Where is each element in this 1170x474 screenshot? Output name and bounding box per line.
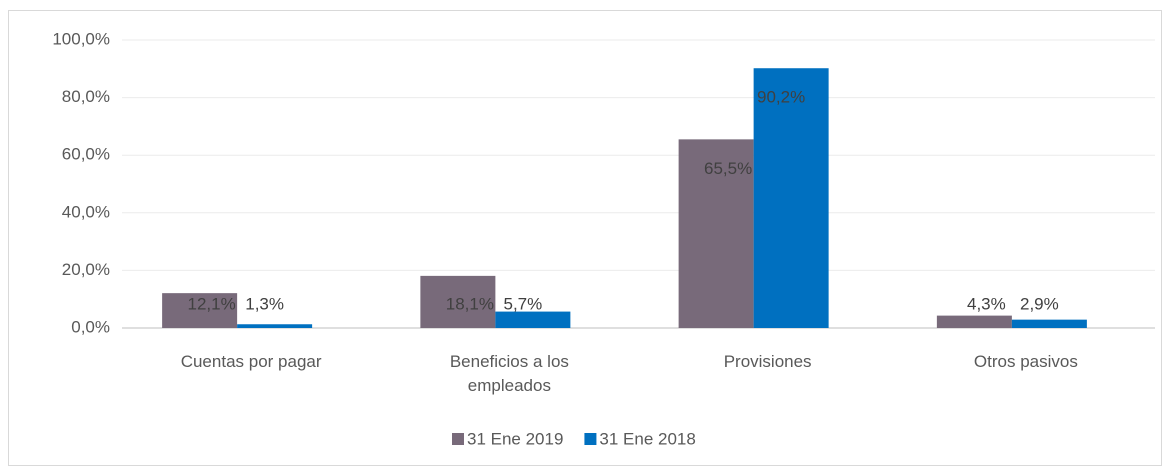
data-label: 65,5% xyxy=(704,159,752,178)
y-tick-label: 0,0% xyxy=(71,317,110,336)
y-tick-label: 40,0% xyxy=(62,202,110,221)
bar xyxy=(495,311,571,328)
legend-label: 31 Ene 2019 xyxy=(467,429,563,448)
x-tick-label: Otros pasivos xyxy=(973,352,1078,371)
data-label: 2,9% xyxy=(1020,294,1059,313)
data-label: 90,2% xyxy=(757,88,805,107)
data-label: 5,7% xyxy=(504,294,543,313)
data-label: 12,1% xyxy=(188,294,236,313)
x-tick-label: Cuentas por pagar xyxy=(180,352,322,371)
y-tick-label: 80,0% xyxy=(62,87,110,106)
legend-swatch xyxy=(452,433,464,445)
y-tick-label: 60,0% xyxy=(62,145,110,164)
legend-swatch xyxy=(584,433,597,445)
data-label: 4,3% xyxy=(967,294,1006,313)
x-tick-label: Provisiones xyxy=(723,352,812,371)
x-tick-label: Beneficios a los empleados xyxy=(449,352,569,395)
bar xyxy=(162,293,238,328)
legend-label: 31 Ene 2018 xyxy=(599,429,695,448)
bar xyxy=(753,68,829,328)
y-tick-label: 20,0% xyxy=(62,260,110,279)
bar xyxy=(420,275,496,328)
bar xyxy=(678,139,754,328)
data-label: 1,3% xyxy=(245,294,284,313)
bar xyxy=(936,315,1012,328)
chart-border xyxy=(8,10,1162,466)
data-label: 18,1% xyxy=(446,294,494,313)
bar xyxy=(1011,319,1087,328)
y-tick-label: 100,0% xyxy=(52,29,110,48)
bar xyxy=(237,324,313,328)
